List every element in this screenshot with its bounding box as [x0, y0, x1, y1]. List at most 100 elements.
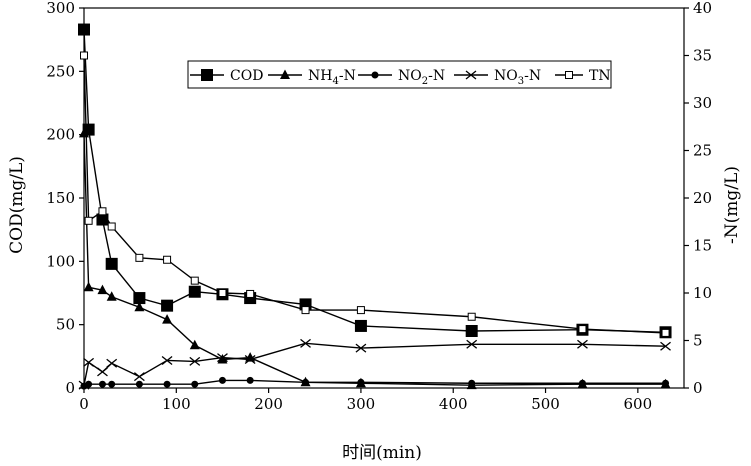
- tn-point: [578, 325, 587, 334]
- tn-point: [84, 216, 93, 225]
- y-right-tick-label: 5: [693, 332, 703, 350]
- y-right-tick-label: 15: [693, 237, 712, 255]
- no3-n-point: [78, 380, 90, 390]
- no3-n-point: [577, 339, 588, 349]
- tn-point: [135, 253, 144, 262]
- y-right-tick-label: 35: [693, 47, 712, 65]
- no3-n-point: [466, 339, 478, 349]
- no3-n-point: [189, 356, 201, 366]
- no3-n-point: [161, 355, 173, 365]
- tn-point: [190, 276, 199, 285]
- y-right-tick-label: 25: [693, 142, 712, 160]
- cod-point: [188, 285, 201, 298]
- legend-no2-n-marker: [371, 71, 379, 79]
- no3-n-point: [106, 358, 118, 368]
- no3-n-point: [355, 343, 367, 353]
- tn-point: [107, 222, 116, 231]
- legend-nh4-n-marker: [280, 69, 290, 79]
- cod-point: [78, 23, 90, 36]
- legend: COD NH4-N NO2-N NO3-N TN: [187, 60, 612, 89]
- no3-n-point: [133, 372, 145, 382]
- y-right-tick-label: 30: [693, 94, 712, 112]
- x-tick-label: 500: [531, 395, 560, 413]
- y-right-tick-label: 20: [693, 189, 712, 207]
- nh4-n-point: [83, 281, 94, 292]
- y-right-tick-label: 10: [693, 284, 712, 302]
- no2-n-point: [662, 379, 670, 387]
- no3-n-point: [97, 367, 108, 377]
- nh4-n-point: [79, 127, 89, 138]
- cod-line: [83, 29, 666, 333]
- no2-n-point: [302, 378, 310, 386]
- no2-n-point: [135, 380, 143, 388]
- x-tick-label: 200: [254, 395, 283, 413]
- y-right-tick-label: 40: [693, 0, 712, 17]
- cod-point: [133, 292, 146, 305]
- no2-n-point: [163, 380, 171, 388]
- tn-point: [163, 255, 172, 264]
- y-left-tick-label: 150: [46, 189, 75, 207]
- legend-no2-n-label: NO2-N: [398, 68, 445, 87]
- nh4-n-point: [134, 301, 145, 312]
- legend-tn-label: TN: [589, 68, 611, 84]
- tn-point: [98, 207, 107, 216]
- tn-point: [218, 289, 227, 297]
- x-tick-label: 100: [162, 395, 191, 413]
- x-tick-label: 400: [439, 395, 468, 413]
- y-left-tick-label: 300: [46, 0, 75, 17]
- x-tick-label: 600: [624, 395, 653, 413]
- y-left-tick-label: 250: [46, 62, 75, 80]
- legend-cod-label: COD: [230, 68, 263, 84]
- no2-n-point: [468, 379, 476, 387]
- no2-n-point: [98, 380, 106, 388]
- series-markers: [78, 23, 672, 390]
- tn-point: [80, 51, 88, 60]
- no3-n-point: [83, 357, 95, 367]
- no2-n-point: [246, 376, 254, 384]
- x-tick-label: 300: [347, 395, 376, 413]
- nh4-n-point: [245, 352, 256, 362]
- legend-nh4-n-label: NH4-N: [308, 68, 356, 87]
- y-left-tick-label: 100: [46, 252, 75, 270]
- tn-point: [246, 289, 255, 298]
- no2-n-point: [191, 380, 199, 388]
- no2-n-point: [357, 378, 365, 386]
- y-right-axis-label: -N(mg/L): [722, 166, 742, 244]
- y-left-tick-label: 200: [46, 126, 75, 144]
- cod-point: [105, 257, 118, 270]
- y-left-tick-label: 50: [56, 316, 75, 334]
- y-left-tick-label: 0: [65, 379, 75, 397]
- x-axis-label: 时间(min): [342, 443, 422, 463]
- legend-no3-n-label: NO3-N: [494, 68, 541, 87]
- no3-n-point: [244, 354, 256, 365]
- no2-n-point: [108, 380, 116, 388]
- no3-n-point: [300, 338, 311, 348]
- tn-line: [83, 55, 666, 334]
- nh4-n-point: [217, 354, 228, 364]
- legend-no3-n-marker: [465, 70, 477, 80]
- no2-n-point: [578, 379, 586, 387]
- tn-point: [356, 306, 365, 315]
- legend-cod-marker: [201, 69, 213, 81]
- cod-point: [96, 213, 109, 226]
- nh4-n-point: [106, 291, 117, 301]
- no2-n-point: [218, 376, 226, 384]
- cod-point: [161, 299, 174, 312]
- nh4-n-point: [97, 284, 108, 295]
- cod-point: [354, 319, 367, 332]
- axes: 0 100 200 300 400 500 600 0 50 100 150 200 250 300 0 5 1…: [46, 0, 712, 413]
- no3-n-point: [217, 353, 228, 363]
- tn-point: [661, 328, 670, 337]
- legend-box: [187, 60, 612, 89]
- tn-point: [467, 312, 476, 321]
- nh4-n-point: [162, 314, 173, 324]
- x-tick-label: 0: [79, 395, 89, 413]
- cod-point: [465, 325, 478, 337]
- tn-point: [301, 306, 310, 315]
- nh4-n-point: [189, 339, 200, 350]
- no3-n-point: [660, 341, 671, 351]
- y-left-axis-label: COD(mg/L): [7, 156, 27, 254]
- y-right-tick-label: 0: [693, 379, 703, 397]
- legend-tn-marker: [565, 71, 573, 79]
